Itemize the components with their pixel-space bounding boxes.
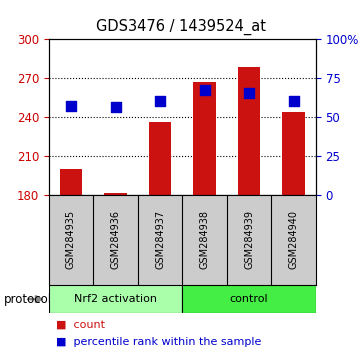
Point [202, 87, 208, 93]
Text: ■  count: ■ count [56, 320, 105, 330]
Text: GSM284937: GSM284937 [155, 210, 165, 269]
Text: GSM284935: GSM284935 [66, 210, 76, 269]
Bar [49, 285, 182, 313]
Point [246, 91, 252, 96]
Point [291, 98, 296, 104]
Point [113, 105, 118, 110]
Text: Nrf2 activation: Nrf2 activation [74, 294, 157, 304]
Bar [193, 82, 216, 195]
Text: control: control [230, 294, 268, 304]
Text: GSM284936: GSM284936 [110, 210, 121, 269]
Point [68, 103, 74, 109]
Bar [104, 193, 127, 195]
Text: GSM284940: GSM284940 [288, 210, 299, 269]
Text: ■  percentile rank within the sample: ■ percentile rank within the sample [56, 337, 261, 347]
Bar [60, 169, 82, 195]
Point [157, 98, 163, 104]
Bar [282, 112, 305, 195]
Bar [238, 68, 260, 195]
Text: GSM284938: GSM284938 [200, 210, 210, 269]
Text: GSM284939: GSM284939 [244, 210, 254, 269]
Bar [149, 122, 171, 195]
Text: GDS3476 / 1439524_at: GDS3476 / 1439524_at [96, 19, 265, 35]
Bar [182, 285, 316, 313]
Text: protocol: protocol [4, 293, 52, 306]
